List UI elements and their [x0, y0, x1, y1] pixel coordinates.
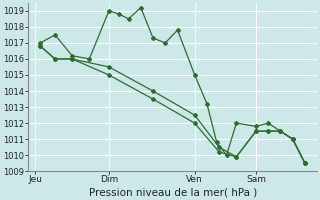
- X-axis label: Pression niveau de la mer( hPa ): Pression niveau de la mer( hPa ): [89, 187, 257, 197]
